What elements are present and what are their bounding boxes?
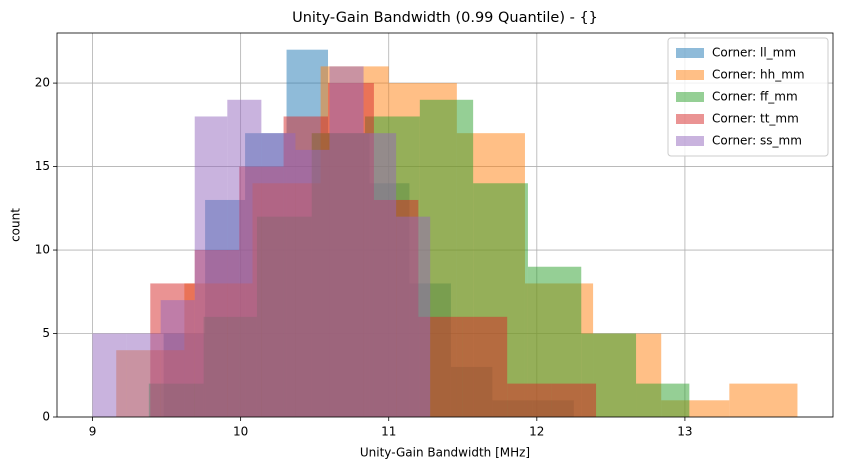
histogram-bar	[92, 333, 127, 417]
x-tick-label: 13	[677, 425, 692, 439]
histogram-bar	[729, 383, 798, 417]
legend-swatch	[676, 92, 704, 102]
chart-title: Unity-Gain Bandwidth (0.99 Quantile) - {…	[292, 10, 598, 26]
histogram-bar	[160, 300, 195, 417]
y-tick-label: 5	[42, 326, 50, 340]
bars	[92, 49, 798, 418]
x-axis-label: Unity-Gain Bandwidth [MHz]	[360, 446, 530, 460]
y-tick-label: 15	[35, 159, 50, 173]
legend-label: Corner: hh_mm	[712, 68, 805, 82]
x-tick-label: 9	[89, 425, 97, 439]
histogram-bar	[261, 133, 296, 417]
histogram-bar	[194, 116, 228, 417]
legend-label: Corner: tt_mm	[712, 112, 799, 126]
legend-swatch	[676, 114, 704, 124]
y-tick-label: 20	[35, 76, 50, 90]
histogram-bar	[363, 133, 397, 417]
legend-swatch	[676, 136, 704, 146]
ticks: 9 10 11 12 13 0 5 10 15 20	[35, 76, 693, 439]
histogram-bar	[462, 316, 508, 417]
legend-swatch	[676, 70, 704, 80]
legend-label: Corner: ss_mm	[712, 134, 802, 148]
histogram-bar	[396, 216, 431, 417]
histogram-bar	[551, 383, 597, 417]
histogram-bar	[636, 383, 690, 417]
histogram-bar	[295, 149, 330, 417]
plot-frame	[56, 32, 834, 418]
legend-label: Corner: ll_mm	[712, 46, 796, 60]
legend: Corner: ll_mm Corner: hh_mm Corner: ff_mm C…	[667, 37, 829, 157]
legend-box	[667, 37, 829, 157]
y-tick-label: 10	[35, 243, 50, 257]
y-tick-label: 0	[42, 410, 50, 424]
x-tick-label: 10	[233, 425, 248, 439]
y-axis-label: count	[9, 208, 23, 242]
histogram-bar	[227, 99, 262, 418]
legend-swatch	[676, 48, 704, 58]
histogram-bar	[329, 66, 364, 418]
histogram-bar	[126, 333, 161, 417]
histogram-bar	[507, 383, 552, 417]
legend-label: Corner: ff_mm	[712, 90, 798, 104]
x-tick-label: 11	[381, 425, 396, 439]
x-tick-label: 12	[529, 425, 544, 439]
